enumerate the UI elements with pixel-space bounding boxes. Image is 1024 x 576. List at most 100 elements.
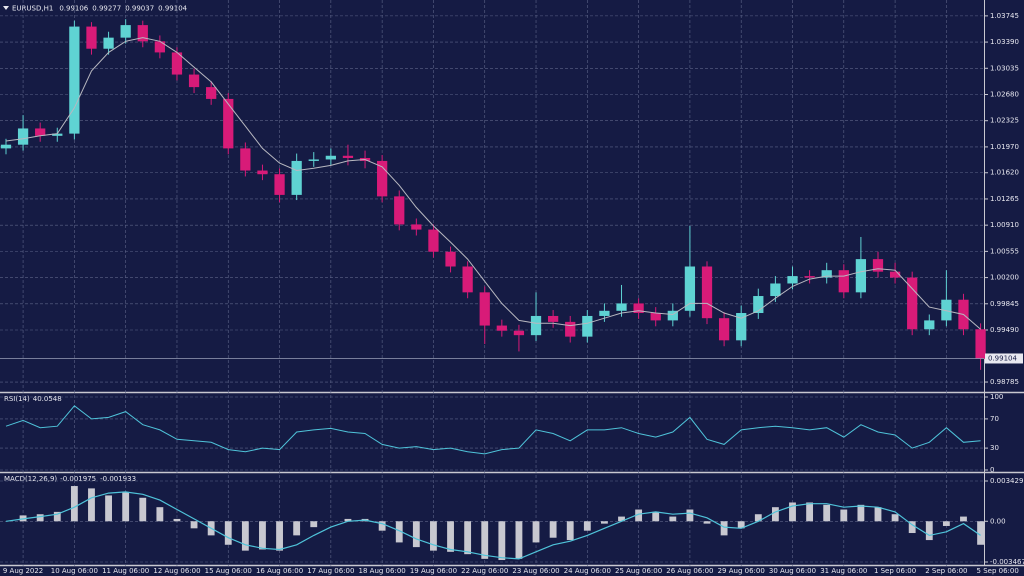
x-tick-label: 12 Aug 06:00 xyxy=(153,567,200,575)
x-tick-label: 15 Aug 06:00 xyxy=(205,567,252,575)
candle-body xyxy=(736,313,747,341)
macd-histogram-bar xyxy=(224,521,232,545)
y-tick-label: 70 xyxy=(990,415,999,423)
x-tick-label: 9 Aug 2022 xyxy=(3,567,43,575)
candle-body xyxy=(394,196,405,225)
macd-histogram-bar xyxy=(925,521,933,541)
candle-body xyxy=(633,303,644,314)
current-price-label: 0.99104 xyxy=(988,354,1017,362)
candle-body xyxy=(667,310,678,321)
candle-body xyxy=(274,174,285,195)
candle-body xyxy=(975,329,986,359)
candle-body xyxy=(924,320,935,330)
symbol-title: EURUSD,H1 xyxy=(12,5,53,13)
macd-histogram-bar xyxy=(549,521,557,538)
macd-histogram-bar xyxy=(173,518,181,522)
x-tick-label: 26 Aug 06:00 xyxy=(666,567,713,575)
candle-body xyxy=(701,266,713,319)
symbol-menu-icon[interactable] xyxy=(3,6,9,10)
candle-body xyxy=(821,270,832,278)
macd-histogram-bar xyxy=(823,504,831,522)
macd-title: MACD(12,26,9) xyxy=(4,475,57,483)
candle-body xyxy=(103,37,114,49)
candle-body xyxy=(0,144,12,149)
candle-body xyxy=(872,259,884,272)
y-tick-label: 1.03745 xyxy=(990,12,1019,20)
candle-body xyxy=(171,52,183,75)
macd-histogram-bar xyxy=(618,516,625,522)
candle-body xyxy=(753,296,764,314)
macd-histogram-bar xyxy=(293,521,301,536)
candle-body xyxy=(291,160,302,195)
candle-body xyxy=(684,266,696,311)
y-tick-label: 0 xyxy=(990,466,994,474)
rsi-header: RSI(14) 40.0548 xyxy=(4,395,62,403)
y-tick-label: 1.03035 xyxy=(990,64,1019,72)
y-tick-label: 1.00555 xyxy=(990,247,1019,255)
y-tick-label: 0.98785 xyxy=(990,378,1019,386)
current-price-box xyxy=(985,353,1023,364)
candle-body xyxy=(889,271,901,278)
candle-body xyxy=(69,26,80,134)
x-tick-label: 18 Aug 06:00 xyxy=(359,567,406,575)
macd-histogram-bar xyxy=(874,507,882,522)
candle-body xyxy=(137,25,148,42)
macd-histogram-bar xyxy=(789,502,796,522)
macd-histogram-bar xyxy=(669,516,677,522)
y-tick-label: 1.00910 xyxy=(990,221,1019,229)
x-tick-label: 22 Aug 06:00 xyxy=(461,567,508,575)
x-tick-label: 19 Aug 06:00 xyxy=(410,567,457,575)
x-tick-label: 5 Sep 06:00 xyxy=(977,567,1019,575)
macd-histogram-bar xyxy=(977,521,984,545)
macd-histogram-bar xyxy=(686,509,694,522)
macd-histogram-bar xyxy=(395,521,403,543)
macd-histogram-bar xyxy=(430,521,437,551)
y-tick-label: 30 xyxy=(990,444,999,452)
candle-body xyxy=(855,259,867,293)
macd-histogram-bar xyxy=(840,509,848,522)
y-tick-label: 100 xyxy=(990,393,1003,401)
candle-body xyxy=(907,277,918,330)
candle-body xyxy=(52,133,63,136)
y-tick-label: 1.01970 xyxy=(990,143,1019,151)
y-tick-label: 0.99490 xyxy=(990,326,1019,334)
candle-body xyxy=(308,159,319,161)
candle-body xyxy=(325,155,336,160)
candle-body xyxy=(342,155,354,158)
macd-histogram-bar xyxy=(583,521,591,531)
macd-histogram-bar xyxy=(720,521,728,536)
candle-body xyxy=(650,313,661,321)
macd-signal-line xyxy=(5,491,981,560)
macd-histogram-bar xyxy=(70,486,78,522)
y-tick-label: 1.02325 xyxy=(990,117,1019,125)
x-tick-label: 16 Aug 06:00 xyxy=(256,567,303,575)
candle-body xyxy=(530,315,542,336)
candle-body xyxy=(496,325,507,331)
macd-histogram-bar xyxy=(566,521,574,541)
candle-body xyxy=(787,276,798,284)
macd-histogram-bar xyxy=(344,518,352,522)
macd-histogram-bar xyxy=(276,521,283,551)
macd-histogram-bar xyxy=(771,507,779,522)
macd-histogram-bar xyxy=(891,514,899,522)
macd-main-value: -0.001975 xyxy=(60,475,96,483)
candle-body xyxy=(770,283,781,297)
macd-histogram-bar xyxy=(652,511,660,522)
candle-body xyxy=(17,128,29,145)
y-tick-label: 0.003429 xyxy=(990,477,1023,485)
macd-histogram-bar xyxy=(190,521,198,529)
y-tick-label: 0.99845 xyxy=(990,300,1019,308)
candle-body xyxy=(206,87,217,99)
macd-histogram-bar xyxy=(942,521,950,526)
rsi-line xyxy=(5,405,981,455)
macd-histogram-bar xyxy=(156,507,164,522)
x-tick-label: 10 Aug 06:00 xyxy=(51,567,98,575)
y-tick-label: 1.02680 xyxy=(990,90,1019,98)
macd-histogram-bar xyxy=(635,509,643,522)
macd-histogram-bar xyxy=(737,521,745,529)
x-tick-label: 30 Aug 06:00 xyxy=(769,567,816,575)
macd-histogram-bar xyxy=(412,521,420,548)
candle-body xyxy=(445,251,456,267)
